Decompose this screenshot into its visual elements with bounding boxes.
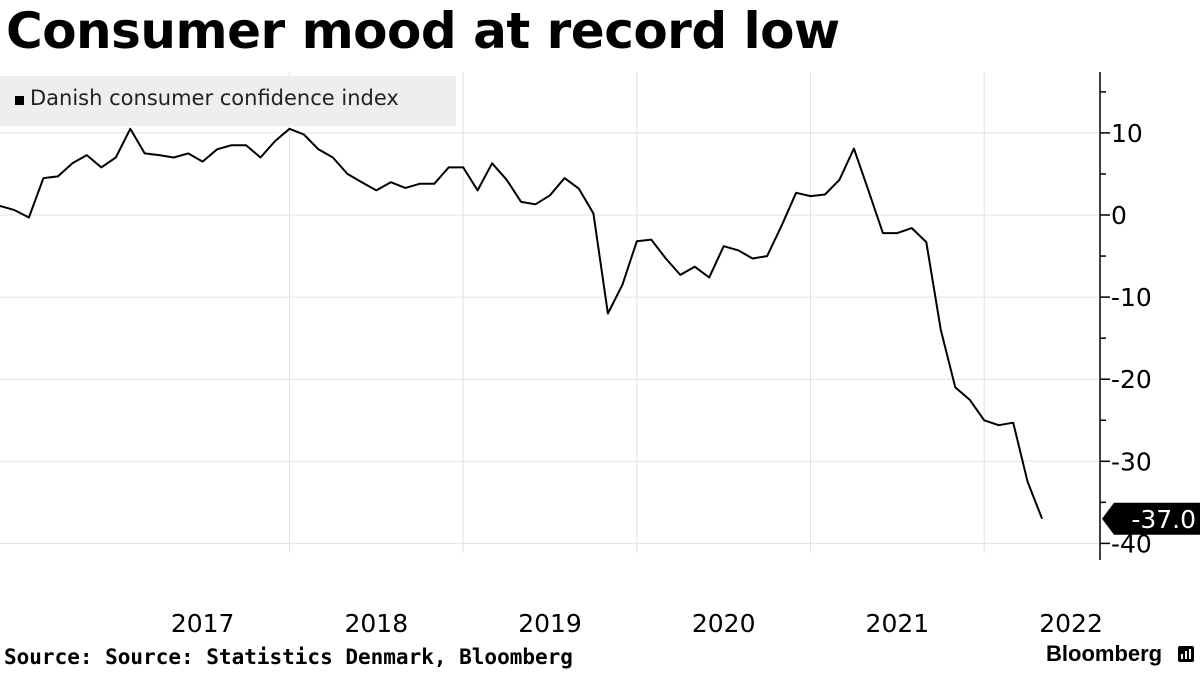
x-tick-label: 2021 xyxy=(866,609,930,638)
chart-title: Consumer mood at record low xyxy=(6,2,840,60)
last-value-label: -37.0 xyxy=(1131,505,1196,534)
series-line xyxy=(0,127,1044,520)
x-tick-label: 2017 xyxy=(171,609,235,638)
legend-marker xyxy=(15,96,24,105)
y-tick-label: 10 xyxy=(1111,119,1143,148)
last-value-badge xyxy=(1102,502,1200,535)
x-tick-label: 2018 xyxy=(345,609,409,638)
y-tick-label: -20 xyxy=(1111,365,1152,394)
y-tick-label: -10 xyxy=(1111,283,1152,312)
x-tick-label: 2020 xyxy=(692,609,756,638)
x-tick-label: 2022 xyxy=(1039,609,1103,638)
y-tick-label: 0 xyxy=(1111,201,1127,230)
legend xyxy=(0,76,456,126)
y-tick-label: -30 xyxy=(1111,447,1152,476)
bloomberg-chart-icon xyxy=(1178,646,1194,662)
brand-logo: Bloomberg xyxy=(1046,641,1163,666)
source-note: Source: Source: Statistics Denmark, Bloo… xyxy=(4,645,573,669)
legend-label: Danish consumer confidence index xyxy=(30,86,399,110)
x-tick-label: 2019 xyxy=(518,609,582,638)
